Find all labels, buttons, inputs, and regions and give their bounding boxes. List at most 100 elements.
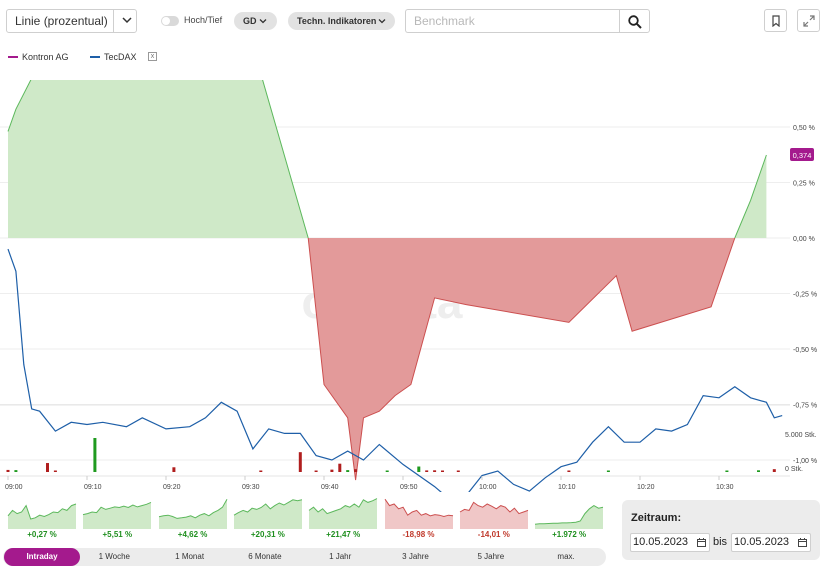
high-low-toggle[interactable] [161, 16, 179, 26]
y-axis-labels: 1,25 %1,00 %0,75 %0,50 %0,25 %0,00 %-0,2… [793, 125, 817, 465]
kontron-line [307, 237, 736, 481]
volume-bar [433, 470, 437, 472]
benchmark-input[interactable] [405, 9, 620, 33]
volume-bar [441, 470, 444, 472]
range-performance: +21,47 % [326, 530, 361, 539]
legend-swatch [90, 56, 100, 58]
date-from-field[interactable]: 10.05.2023 [630, 533, 710, 552]
y-tick-label: 0,25 % [793, 181, 815, 188]
range-tabs: Intraday 1 Woche 1 Monat 6 Monate 1 Jahr 3 Ja… [3, 548, 606, 566]
sparkline-area [233, 499, 302, 529]
sparkline-area [8, 504, 76, 529]
negative-area [308, 238, 735, 480]
chart-type-select[interactable]: Linie (prozentual) [6, 9, 137, 33]
bookmark-button[interactable] [764, 9, 787, 32]
positive-area [734, 155, 767, 238]
remove-benchmark-button[interactable]: x [148, 52, 157, 61]
volume-bar [346, 470, 350, 472]
legend-item-tecdax[interactable]: TecDAX [90, 52, 137, 62]
range-sparkline-4[interactable]: +21,47 % [308, 495, 378, 545]
range-sparkline-6[interactable]: -14,01 % [459, 495, 529, 545]
legend-item-kontron[interactable]: Kontron AG [8, 52, 69, 62]
legend-label: TecDAX [104, 52, 137, 62]
expand-icon [803, 15, 815, 27]
volume-bar [14, 470, 18, 472]
range-sparkline-3[interactable]: +20,31 % [233, 495, 303, 545]
sparkline-chart [535, 505, 604, 529]
tab-range[interactable]: 5 Jahre [477, 552, 505, 561]
range-performance: +4,62 % [177, 530, 208, 539]
range-sparkline-2[interactable]: +4,62 % [158, 495, 228, 545]
date-range-panel: Zeitraum: 10.05.2023 bis 10.05.2023 [622, 500, 820, 560]
range-performance: -14,01 % [477, 530, 510, 539]
tab-range[interactable]: 1 Woche [98, 552, 131, 561]
sparkline-chart [158, 498, 228, 529]
last-value-text: 0,374 [793, 151, 812, 160]
tab-range[interactable]: 6 Monate [248, 552, 282, 561]
tab-range[interactable]: 1 Jahr [329, 552, 352, 561]
indicators-dropdown[interactable]: Techn. Indikatoren [288, 12, 395, 30]
x-tick-label: 09:00 [5, 484, 23, 491]
date-from-value: 10.05.2023 [633, 536, 689, 548]
bookmark-icon [772, 15, 780, 27]
range-performance: +20,31 % [250, 530, 285, 539]
sparkline-area [309, 498, 378, 529]
volume-bar [338, 463, 342, 472]
volume-bar [385, 470, 389, 472]
gd-label: GD [243, 16, 257, 26]
range-performance: +5,51 % [102, 530, 133, 539]
toggle-knob [162, 17, 170, 25]
positive-area [8, 80, 309, 238]
tab-range[interactable]: 3 Jahre [402, 552, 429, 561]
volume-bar [93, 438, 97, 472]
sparkline-line [459, 501, 528, 515]
volume-bar [46, 463, 49, 472]
range-performance: +0,27 % [27, 530, 57, 539]
range-sparkline-1[interactable]: +5,51 % [82, 495, 152, 545]
last-value-badge [790, 147, 814, 161]
x-tick-label: 10:10 [558, 484, 576, 491]
sparkline-area [384, 499, 453, 529]
chart-type-label: Linie (prozentual) [15, 14, 108, 28]
benchmark-search-button[interactable] [619, 9, 650, 33]
sparkline-line [308, 498, 378, 515]
y-tick-label: -0,25 % [793, 292, 817, 299]
date-separator: bis [713, 536, 728, 548]
volume-axis-labels: 5.000 Stk. 0 Stk. [785, 432, 817, 473]
x-axis-labels: 09:00 09:10 09:20 09:30 09:40 09:50 10:00 10:10… [5, 476, 734, 491]
sparkline-line [83, 501, 152, 516]
sparkline-area [459, 502, 528, 529]
tab-range[interactable]: 1 Monat [175, 552, 205, 561]
volume-bar [425, 470, 429, 472]
date-range-title: Zeitraum: [631, 512, 682, 524]
tab-range[interactable]: max. [557, 552, 575, 561]
volume-bars [6, 438, 776, 472]
price-chart[interactable]: onvista 1,25 %1,00 %0,75 %0,50 %0,25 %0,… [0, 80, 832, 492]
sparkline-line [7, 503, 77, 520]
volume-bar [330, 469, 334, 472]
volume-bar [298, 452, 302, 472]
range-sparkline-5[interactable]: -18,98 % [384, 495, 454, 545]
range-performance: +1.972 % [552, 530, 587, 539]
y-tick-label: -0,75 % [793, 403, 817, 410]
volume-bar [53, 470, 57, 472]
sparkline-chart [459, 501, 528, 529]
fullscreen-button[interactable] [797, 9, 820, 32]
y-tick-label: 0,50 % [793, 125, 815, 132]
sparkline-chart [384, 498, 453, 529]
date-to-field[interactable]: 10.05.2023 [731, 533, 811, 552]
high-low-label: Hoch/Tief [184, 15, 223, 25]
calendar-icon [697, 538, 706, 547]
tab-range[interactable]: Intraday [4, 548, 80, 566]
volume-bar [172, 467, 176, 472]
x-tick-label: 09:50 [400, 484, 418, 491]
range-sparkline-7[interactable]: +1.972 % [534, 495, 604, 545]
range-sparkline-0[interactable]: +0,27 % [7, 495, 77, 545]
kontron-line [7, 80, 309, 239]
volume-bar [417, 466, 421, 472]
gd-dropdown[interactable]: GD [234, 12, 277, 30]
x-tick-label: 10:20 [637, 484, 655, 491]
volume-bar [567, 470, 571, 472]
volume-bar [456, 470, 460, 472]
range-sparklines: +0,27 % +5,51 % +4,62 % +20,31 % +21,47 % -18… [6, 495, 606, 545]
